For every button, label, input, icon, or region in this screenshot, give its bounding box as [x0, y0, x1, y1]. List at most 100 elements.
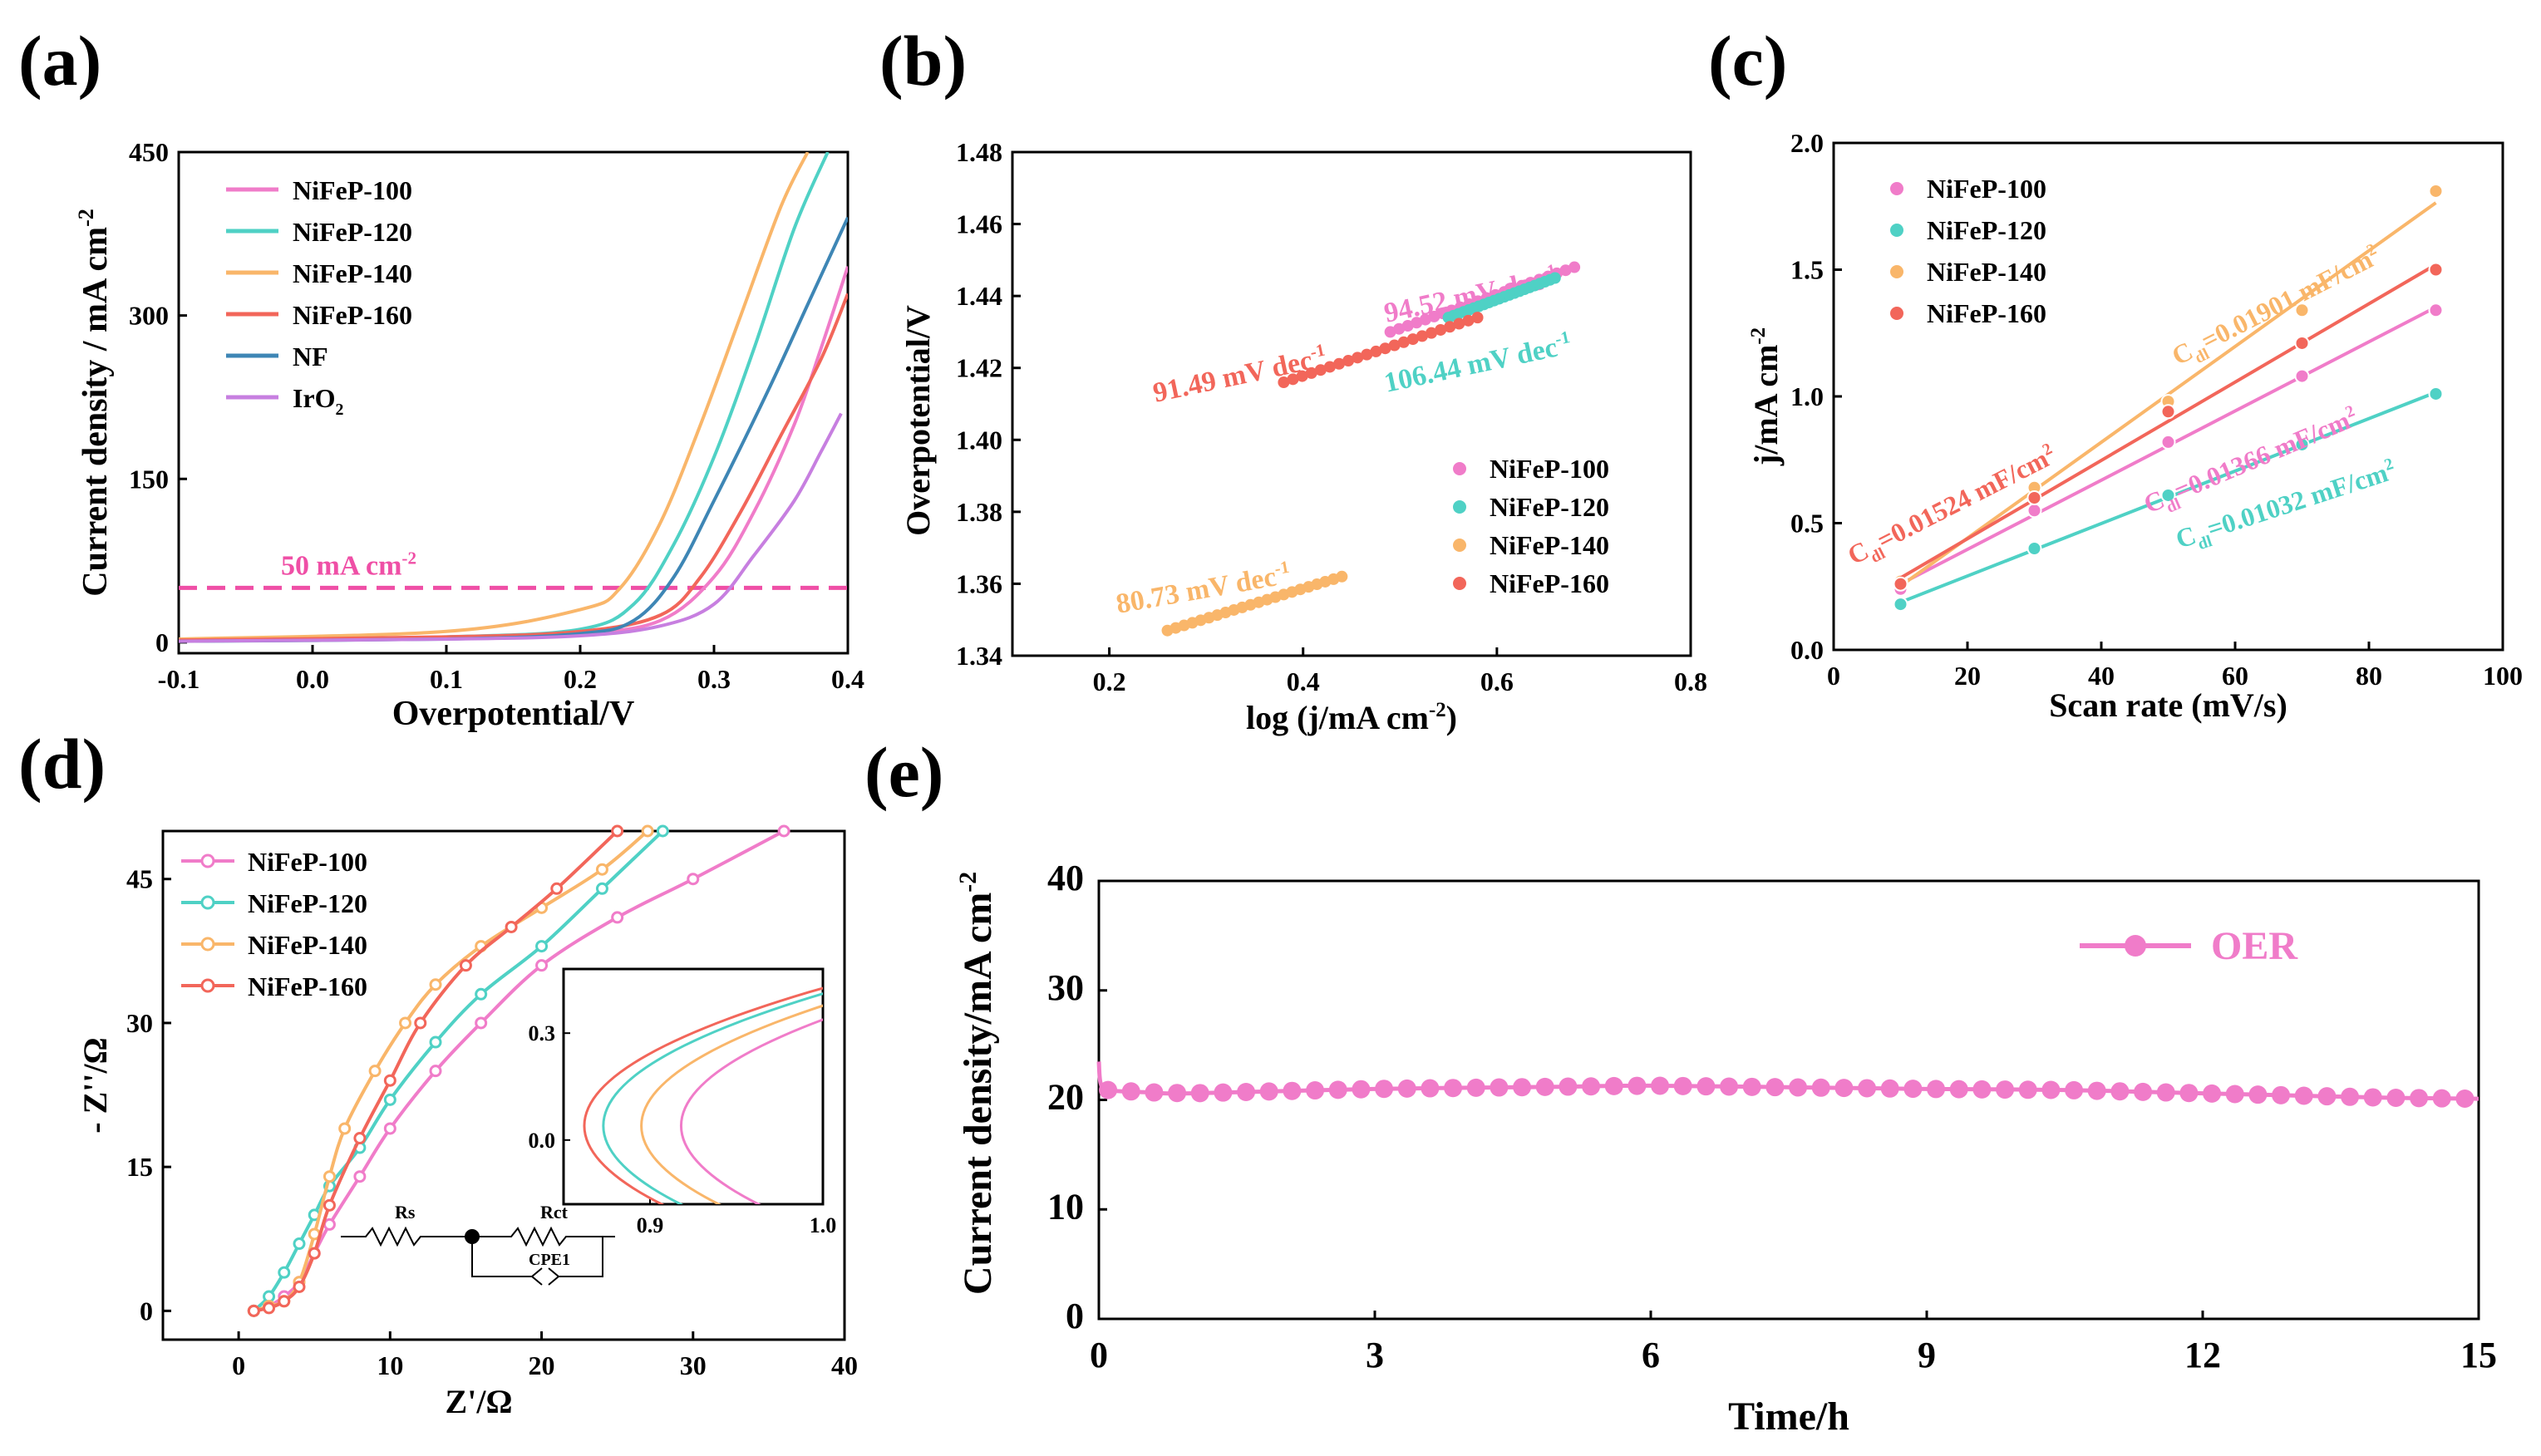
data-point: [1237, 1083, 1256, 1102]
plot-frame: [161, 829, 846, 1341]
legend-label: NiFeP-160: [293, 300, 412, 330]
y-tick-label: 150: [129, 464, 169, 494]
x-tick-label: 30: [680, 1350, 707, 1380]
y-tick-label: 40: [1047, 858, 1084, 898]
legend-marker: [1453, 539, 1466, 552]
data-point: [1453, 317, 1465, 330]
data-point: [1559, 1077, 1578, 1096]
cdl-annotation-part: dl: [2195, 532, 2214, 553]
y-axis-label-part: -2: [74, 209, 98, 227]
data-point: [1416, 330, 1428, 342]
data-point: [1462, 314, 1475, 327]
data-point: [1466, 1078, 1485, 1097]
data-point: [1336, 570, 1348, 583]
cdl-annotation-part: =0.01901 mF/cm: [2196, 243, 2377, 356]
y-tick-label: 30: [126, 1008, 153, 1038]
x-tick-label: 40: [2088, 661, 2115, 691]
y-tick-label: 1.46: [956, 209, 1002, 239]
y-tick-label: 1.34: [956, 641, 1002, 671]
data-point: [2363, 1088, 2382, 1107]
x-tick-label: 3: [1366, 1335, 1384, 1375]
x-tick-label: 0.2: [564, 664, 597, 694]
legend-label: NF: [293, 342, 328, 371]
series-line-nifep-100: [179, 266, 848, 642]
slope-annotation-part: -1: [1554, 327, 1572, 349]
panel-label: (e): [864, 732, 943, 812]
data-point: [1342, 355, 1355, 367]
data-point: [777, 824, 790, 838]
y-tick-label: 0: [1066, 1296, 1084, 1336]
x-tick-label: -0.1: [158, 664, 200, 694]
data-point: [1379, 342, 1391, 355]
data-point: [308, 1247, 321, 1260]
y-axis-label-part: Current density/mA cm: [956, 893, 1000, 1295]
legend-marker: [1890, 307, 1903, 320]
data-point: [1121, 1082, 1140, 1101]
data-point: [1099, 1080, 1118, 1099]
data-point: [1628, 1076, 1647, 1095]
data-point: [2410, 1089, 2429, 1108]
data-point: [1411, 317, 1423, 329]
data-point: [1568, 261, 1581, 273]
data-point: [2294, 368, 2310, 384]
data-point: [535, 959, 549, 972]
reference-annotation-part: 50 mA cm: [281, 550, 401, 581]
legend-label-part: NiFeP-120: [293, 217, 412, 247]
data-point: [323, 1170, 336, 1183]
x-tick-label: 0: [1090, 1335, 1108, 1375]
data-point: [1296, 370, 1308, 382]
x-tick-label: 20: [1954, 661, 1981, 691]
data-point: [1333, 357, 1346, 370]
slope-annotation-part: -1: [1308, 340, 1327, 362]
data-point: [475, 987, 488, 1001]
data-point: [611, 911, 624, 924]
data-point: [2341, 1087, 2360, 1106]
data-point: [1287, 373, 1299, 386]
legend-marker: [200, 937, 215, 952]
data-point: [1393, 322, 1406, 335]
data-point: [429, 1035, 442, 1049]
y-tick-label: 1.0: [1790, 381, 1824, 411]
data-point: [383, 1122, 396, 1135]
data-point: [1996, 1080, 2015, 1099]
x-axis-label: Z'/Ω: [446, 1383, 513, 1420]
legend-label: NiFeP-120: [1490, 492, 1609, 522]
x-tick-label: 0: [232, 1350, 245, 1380]
data-point: [2432, 1089, 2451, 1108]
data-point: [641, 824, 654, 838]
x-tick-label: 10: [377, 1350, 403, 1380]
cpe-element: [471, 1237, 603, 1286]
data-point: [2160, 487, 2176, 503]
equivalent-circuit: [341, 1226, 615, 1286]
data-point: [1720, 1077, 1739, 1096]
data-point: [2294, 1086, 2313, 1105]
data-point: [263, 1301, 276, 1315]
x-axis-label-part: ): [1446, 699, 1457, 736]
legend-marker: [200, 895, 215, 910]
data-point: [2272, 1085, 2291, 1104]
data-point: [1742, 1077, 1761, 1096]
legend-label: IrO2​: [293, 383, 344, 419]
data-point: [323, 1217, 336, 1231]
data-point: [1361, 348, 1373, 361]
data-point: [1765, 1078, 1785, 1097]
data-point: [2386, 1088, 2406, 1107]
x-tick-label: 0.1: [430, 664, 463, 694]
data-point: [1406, 333, 1419, 346]
data-point: [2026, 490, 2042, 505]
y-tick-label: 300: [129, 301, 169, 331]
legend-label-part: NiFeP-100: [293, 175, 412, 205]
y-tick-label: 1.36: [956, 568, 1002, 598]
data-point: [293, 1280, 306, 1293]
data-point: [1582, 1077, 1601, 1096]
legend-label: NiFeP-160: [248, 971, 367, 1001]
y-axis-label: Current density / mA cm-2​: [74, 209, 115, 597]
data-point: [1352, 1080, 1371, 1099]
plot-frame: [1011, 150, 1692, 657]
legend-label: NiFeP-120: [293, 217, 412, 247]
data-point: [1880, 1079, 1899, 1098]
inset-curve: [602, 992, 823, 1204]
data-point: [595, 882, 608, 895]
circuit-label-cpe: CPE1: [529, 1251, 570, 1269]
